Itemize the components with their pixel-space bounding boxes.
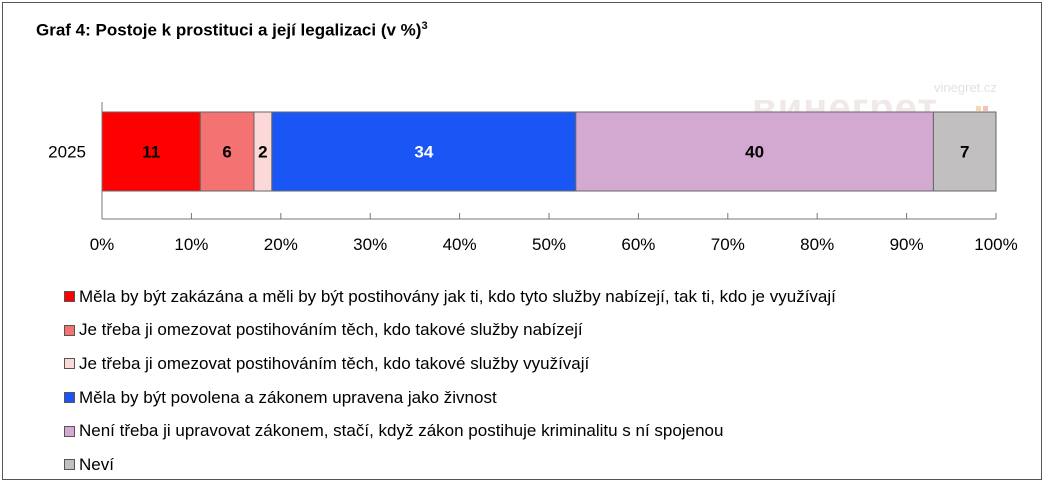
bar-segment	[101, 111, 201, 192]
chart-title-text: Graf 4: Postoje k prostituci a její lega…	[36, 20, 422, 40]
bar-segments: 11 6 2 34 40 7	[101, 111, 997, 192]
legend-item: Není třeba ji upravovat zákonem, stačí, …	[64, 414, 836, 448]
legend-swatch	[64, 291, 75, 303]
legend-label: Měla by být povolena a zákonem upravena …	[79, 387, 497, 407]
legend-swatch	[64, 459, 75, 471]
bar-data-label: 7	[960, 143, 969, 162]
x-tick-label: 50%	[532, 235, 566, 254]
legend-swatch	[64, 324, 75, 336]
x-tick-label: 60%	[621, 235, 655, 254]
watermark-site: vinegret.cz	[934, 80, 997, 95]
legend: Měla by být zakázána a měli by být posti…	[64, 280, 836, 482]
watermark-dots-icon	[976, 98, 990, 116]
legend-label: Není třeba ji upravovat zákonem, stačí, …	[79, 421, 724, 441]
category-labels: 2025	[48, 143, 86, 162]
legend-swatch	[64, 425, 75, 437]
x-tick-label: 40%	[443, 235, 477, 254]
x-tick-label: 70%	[711, 235, 745, 254]
x-tick-label: 90%	[890, 235, 924, 254]
legend-item: Měla by být povolena a zákonem upravena …	[64, 381, 836, 415]
legend-label: Měla by být zakázána a měli by být posti…	[79, 286, 836, 306]
legend-item: Neví	[64, 448, 836, 482]
x-tick-label: 20%	[264, 235, 298, 254]
bar-data-label: 6	[222, 143, 231, 162]
x-tick-label: 0%	[90, 235, 115, 254]
x-tick-label: 80%	[800, 235, 834, 254]
chart-title: Graf 4: Postoje k prostituci a její lega…	[36, 20, 428, 41]
legend-item: Je třeba ji omezovat postihováním těch, …	[64, 314, 836, 348]
legend-swatch	[64, 392, 75, 404]
bar-data-label: 11	[142, 143, 160, 162]
legend-swatch	[64, 358, 75, 370]
legend-item: Měla by být zakázána a měli by být posti…	[64, 280, 836, 314]
x-axis: 0% 10% 20% 30% 40% 50% 60% 70% 80% 90% 100%	[90, 102, 1018, 254]
x-tick-label: 10%	[174, 235, 208, 254]
category-label: 2025	[48, 143, 86, 162]
legend-label: Je třeba ji omezovat postihováním těch, …	[79, 353, 590, 373]
title-footnote-marker: 3	[421, 20, 428, 32]
legend-item: Je třeba ji omezovat postihováním těch, …	[64, 347, 836, 381]
bar-segment	[932, 111, 997, 192]
bar-data-label: 34	[414, 143, 433, 162]
legend-label: Je třeba ji omezovat postihováním těch, …	[79, 320, 583, 340]
x-tick-label: 30%	[353, 235, 387, 254]
x-tick-label: 100%	[974, 235, 1017, 254]
bar-segment	[575, 111, 934, 192]
legend-label: Neví	[79, 454, 114, 474]
bar-data-label: 2	[258, 143, 267, 162]
bar-data-label: 40	[745, 143, 764, 162]
bar-segment	[271, 111, 577, 192]
